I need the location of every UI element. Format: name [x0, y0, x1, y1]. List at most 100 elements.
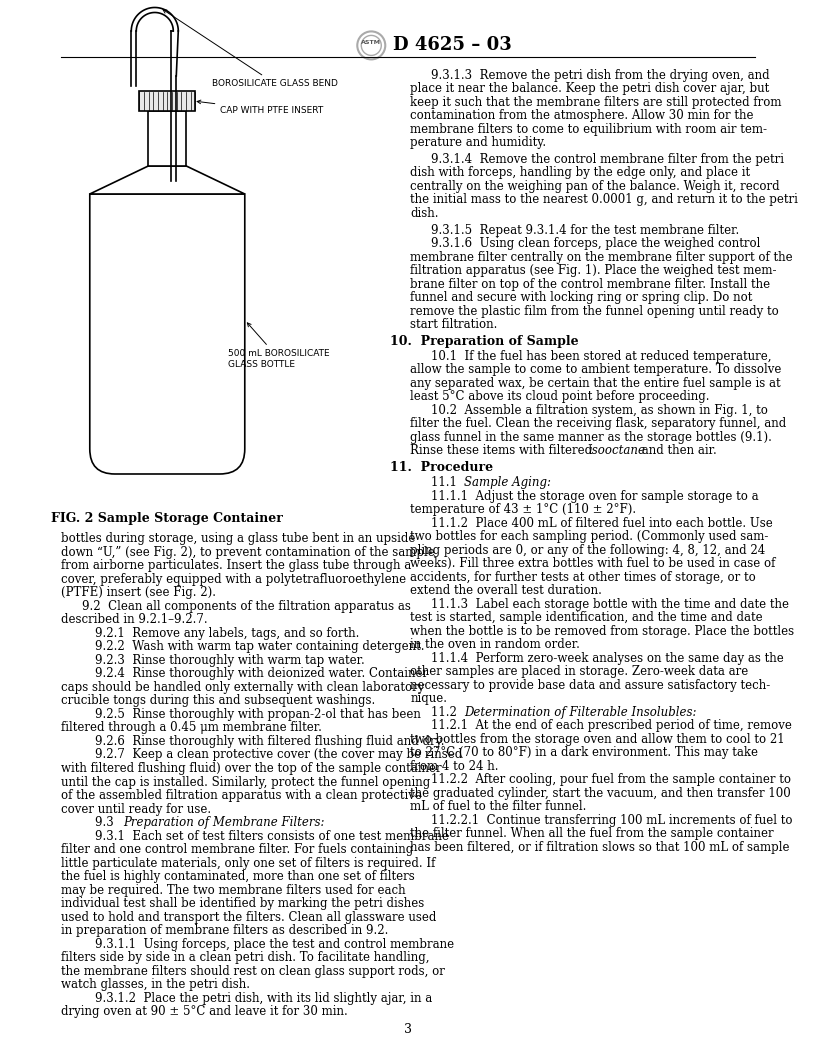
Text: crucible tongs during this and subsequent washings.: crucible tongs during this and subsequen…: [61, 695, 375, 708]
Text: filter the fuel. Clean the receiving flask, separatory funnel, and: filter the fuel. Clean the receiving fla…: [410, 417, 787, 431]
Text: filtration apparatus (see Fig. 1). Place the weighed test mem-: filtration apparatus (see Fig. 1). Place…: [410, 264, 777, 278]
Text: brane filter on top of the control membrane filter. Install the: brane filter on top of the control membr…: [410, 278, 770, 290]
Text: cover, preferably equipped with a polytetrafluoroethylene: cover, preferably equipped with a polyte…: [61, 572, 406, 586]
Text: least 5°C above its cloud point before proceeding.: least 5°C above its cloud point before p…: [410, 391, 710, 403]
Text: 9.2  Clean all components of the filtration apparatus as: 9.2 Clean all components of the filtrati…: [82, 600, 410, 612]
Text: keep it such that the membrane filters are still protected from: keep it such that the membrane filters a…: [410, 96, 782, 109]
Text: to 27°C (70 to 80°F) in a dark environment. This may take: to 27°C (70 to 80°F) in a dark environme…: [410, 747, 758, 759]
Text: 9.2.7  Keep a clean protective cover (the cover may be rinsed: 9.2.7 Keep a clean protective cover (the…: [95, 749, 463, 761]
Text: 11.2: 11.2: [431, 705, 464, 719]
Text: bottles during storage, using a glass tube bent in an upside: bottles during storage, using a glass tu…: [61, 532, 415, 545]
Text: 11.1.3  Label each storage bottle with the time and date the: 11.1.3 Label each storage bottle with th…: [431, 598, 789, 610]
Text: mL of fuel to the filter funnel.: mL of fuel to the filter funnel.: [410, 800, 587, 813]
Text: 9.2.1  Remove any labels, tags, and so forth.: 9.2.1 Remove any labels, tags, and so fo…: [95, 627, 360, 640]
Text: used to hold and transport the filters. Clean all glassware used: used to hold and transport the filters. …: [61, 910, 437, 924]
Text: down “U,” (see Fig. 2), to prevent contamination of the sample: down “U,” (see Fig. 2), to prevent conta…: [61, 546, 435, 559]
Text: start filtration.: start filtration.: [410, 318, 498, 332]
Text: 11.  Procedure: 11. Procedure: [390, 461, 493, 474]
Text: perature and humidity.: perature and humidity.: [410, 136, 547, 149]
Text: accidents, for further tests at other times of storage, or to: accidents, for further tests at other ti…: [410, 570, 756, 584]
Text: 10.1  If the fuel has been stored at reduced temperature,: 10.1 If the fuel has been stored at redu…: [431, 350, 771, 363]
Text: 11.1.4  Perform zero-week analyses on the same day as the: 11.1.4 Perform zero-week analyses on the…: [431, 652, 783, 664]
Text: weeks). Fill three extra bottles with fuel to be used in case of: weeks). Fill three extra bottles with fu…: [410, 558, 776, 570]
Text: centrally on the weighing pan of the balance. Weigh it, record: centrally on the weighing pan of the bal…: [410, 180, 780, 193]
Text: other samples are placed in storage. Zero-week data are: other samples are placed in storage. Zer…: [410, 665, 749, 678]
Text: 9.2.2  Wash with warm tap water containing detergent.: 9.2.2 Wash with warm tap water containin…: [95, 640, 425, 654]
Text: two bottles for each sampling period. (Commonly used sam-: two bottles for each sampling period. (C…: [410, 530, 769, 543]
Text: caps should be handled only externally with clean laboratory: caps should be handled only externally w…: [61, 681, 424, 694]
Text: 9.3.1.4  Remove the control membrane filter from the petri: 9.3.1.4 Remove the control membrane filt…: [431, 153, 784, 166]
Text: dish with forceps, handling by the edge only, and place it: dish with forceps, handling by the edge …: [410, 167, 751, 180]
Text: place it near the balance. Keep the petri dish cover ajar, but: place it near the balance. Keep the petr…: [410, 82, 769, 95]
Text: may be required. The two membrane filters used for each: may be required. The two membrane filter…: [61, 884, 406, 897]
Text: the graduated cylinder, start the vacuum, and then transfer 100: the graduated cylinder, start the vacuum…: [410, 787, 792, 799]
Text: dish.: dish.: [410, 207, 439, 220]
Text: two bottles from the storage oven and allow them to cool to 21: two bottles from the storage oven and al…: [410, 733, 785, 746]
Text: of the assembled filtration apparatus with a clean protective: of the assembled filtration apparatus wi…: [61, 789, 422, 803]
Text: with filtered flushing fluid) over the top of the sample container: with filtered flushing fluid) over the t…: [61, 762, 441, 775]
Text: 11.1.2  Place 400 mL of filtered fuel into each bottle. Use: 11.1.2 Place 400 mL of filtered fuel int…: [431, 516, 773, 529]
Text: the fuel is highly contaminated, more than one set of filters: the fuel is highly contaminated, more th…: [61, 870, 415, 883]
Text: temperature of 43 ± 1°C (110 ± 2°F).: temperature of 43 ± 1°C (110 ± 2°F).: [410, 503, 636, 516]
Text: glass funnel in the same manner as the storage bottles (9.1).: glass funnel in the same manner as the s…: [410, 431, 772, 444]
Text: D 4625 – 03: D 4625 – 03: [393, 36, 512, 55]
Text: in the oven in random order.: in the oven in random order.: [410, 638, 580, 652]
Text: 9.3.1.2  Place the petri dish, with its lid slightly ajar, in a: 9.3.1.2 Place the petri dish, with its l…: [95, 992, 432, 1005]
Text: the filter funnel. When all the fuel from the sample container: the filter funnel. When all the fuel fro…: [410, 828, 774, 841]
Text: 500 mL BOROSILICATE
GLASS BOTTLE: 500 mL BOROSILICATE GLASS BOTTLE: [228, 323, 330, 369]
Text: 9.2.5  Rinse thoroughly with propan-2-ol that has been: 9.2.5 Rinse thoroughly with propan-2-ol …: [95, 708, 421, 721]
Text: filter and one control membrane filter. For fuels containing: filter and one control membrane filter. …: [61, 843, 414, 856]
Text: watch glasses, in the petri dish.: watch glasses, in the petri dish.: [61, 978, 251, 992]
Text: until the cap is installed. Similarly, protect the funnel opening: until the cap is installed. Similarly, p…: [61, 775, 431, 789]
Text: Determination of Filterable Insolubles:: Determination of Filterable Insolubles:: [464, 705, 697, 719]
Text: has been filtered, or if filtration slows so that 100 mL of sample: has been filtered, or if filtration slow…: [410, 841, 790, 854]
Text: the membrane filters should rest on clean glass support rods, or: the membrane filters should rest on clea…: [61, 965, 445, 978]
Bar: [140, 91, 195, 111]
Text: any separated wax, be certain that the entire fuel sample is at: any separated wax, be certain that the e…: [410, 377, 781, 390]
Text: Sample Aging:: Sample Aging:: [464, 476, 551, 489]
Text: (PTFE) insert (see Fig. 2).: (PTFE) insert (see Fig. 2).: [61, 586, 216, 600]
Text: Rinse these items with filtered: Rinse these items with filtered: [410, 445, 596, 457]
Text: 10.2  Assemble a filtration system, as shown in Fig. 1, to: 10.2 Assemble a filtration system, as sh…: [431, 403, 768, 417]
Text: CAP WITH PTFE INSERT: CAP WITH PTFE INSERT: [197, 100, 324, 115]
Text: 11.1: 11.1: [431, 476, 464, 489]
Text: extend the overall test duration.: extend the overall test duration.: [410, 584, 602, 597]
Text: from airborne particulates. Insert the glass tube through a: from airborne particulates. Insert the g…: [61, 560, 411, 572]
Text: test is started, sample identification, and the time and date: test is started, sample identification, …: [410, 611, 763, 624]
Text: FIG. 2 Sample Storage Container: FIG. 2 Sample Storage Container: [51, 512, 283, 526]
Text: in preparation of membrane filters as described in 9.2.: in preparation of membrane filters as de…: [61, 924, 388, 938]
Text: necessary to provide base data and assure satisfactory tech-: necessary to provide base data and assur…: [410, 679, 770, 692]
Polygon shape: [90, 166, 245, 194]
Text: 11.2.2  After cooling, pour fuel from the sample container to: 11.2.2 After cooling, pour fuel from the…: [431, 773, 791, 787]
Text: 9.3: 9.3: [95, 816, 122, 829]
Text: 10.  Preparation of Sample: 10. Preparation of Sample: [390, 335, 579, 348]
Text: and then air.: and then air.: [638, 445, 716, 457]
Text: membrane filters to come to equilibrium with room air tem-: membrane filters to come to equilibrium …: [410, 122, 767, 136]
Text: 9.2.4  Rinse thoroughly with deionized water. Container: 9.2.4 Rinse thoroughly with deionized wa…: [95, 667, 428, 680]
Text: cover until ready for use.: cover until ready for use.: [61, 803, 211, 815]
Text: isooctane: isooctane: [588, 445, 645, 457]
Text: membrane filter centrally on the membrane filter support of the: membrane filter centrally on the membran…: [410, 250, 793, 264]
Text: the initial mass to the nearest 0.0001 g, and return it to the petri: the initial mass to the nearest 0.0001 g…: [410, 193, 798, 207]
Text: filtered through a 0.45 μm membrane filter.: filtered through a 0.45 μm membrane filt…: [61, 721, 322, 735]
PathPatch shape: [90, 194, 245, 474]
Text: pling periods are 0, or any of the following: 4, 8, 12, and 24: pling periods are 0, or any of the follo…: [410, 544, 765, 557]
Text: described in 9.2.1–9.2.7.: described in 9.2.1–9.2.7.: [61, 614, 208, 626]
Text: 9.3.1.1  Using forceps, place the test and control membrane: 9.3.1.1 Using forceps, place the test an…: [95, 938, 455, 950]
Text: 9.3.1.6  Using clean forceps, place the weighed control: 9.3.1.6 Using clean forceps, place the w…: [431, 238, 761, 250]
Text: 9.3.1.5  Repeat 9.3.1.4 for the test membrane filter.: 9.3.1.5 Repeat 9.3.1.4 for the test memb…: [431, 224, 739, 237]
Text: individual test shall be identified by marking the petri dishes: individual test shall be identified by m…: [61, 898, 424, 910]
Text: 11.1.1  Adjust the storage oven for sample storage to a: 11.1.1 Adjust the storage oven for sampl…: [431, 490, 759, 503]
Text: 9.2.6  Rinse thoroughly with filtered flushing fluid and dry.: 9.2.6 Rinse thoroughly with filtered flu…: [95, 735, 445, 748]
Text: nique.: nique.: [410, 693, 447, 705]
Text: 3: 3: [404, 1023, 412, 1036]
Text: drying oven at 90 ± 5°C and leave it for 30 min.: drying oven at 90 ± 5°C and leave it for…: [61, 1005, 348, 1018]
Text: 9.2.3  Rinse thoroughly with warm tap water.: 9.2.3 Rinse thoroughly with warm tap wat…: [95, 654, 366, 667]
Text: when the bottle is to be removed from storage. Place the bottles: when the bottle is to be removed from st…: [410, 625, 795, 638]
Text: remove the plastic film from the funnel opening until ready to: remove the plastic film from the funnel …: [410, 305, 779, 318]
Text: Preparation of Membrane Filters:: Preparation of Membrane Filters:: [123, 816, 325, 829]
Text: 9.3.1  Each set of test filters consists of one test membrane: 9.3.1 Each set of test filters consists …: [95, 830, 450, 843]
Text: funnel and secure with locking ring or spring clip. Do not: funnel and secure with locking ring or s…: [410, 291, 753, 304]
Text: 11.2.1  At the end of each prescribed period of time, remove: 11.2.1 At the end of each prescribed per…: [431, 719, 792, 732]
Text: 9.3.1.3  Remove the petri dish from the drying oven, and: 9.3.1.3 Remove the petri dish from the d…: [431, 69, 769, 81]
